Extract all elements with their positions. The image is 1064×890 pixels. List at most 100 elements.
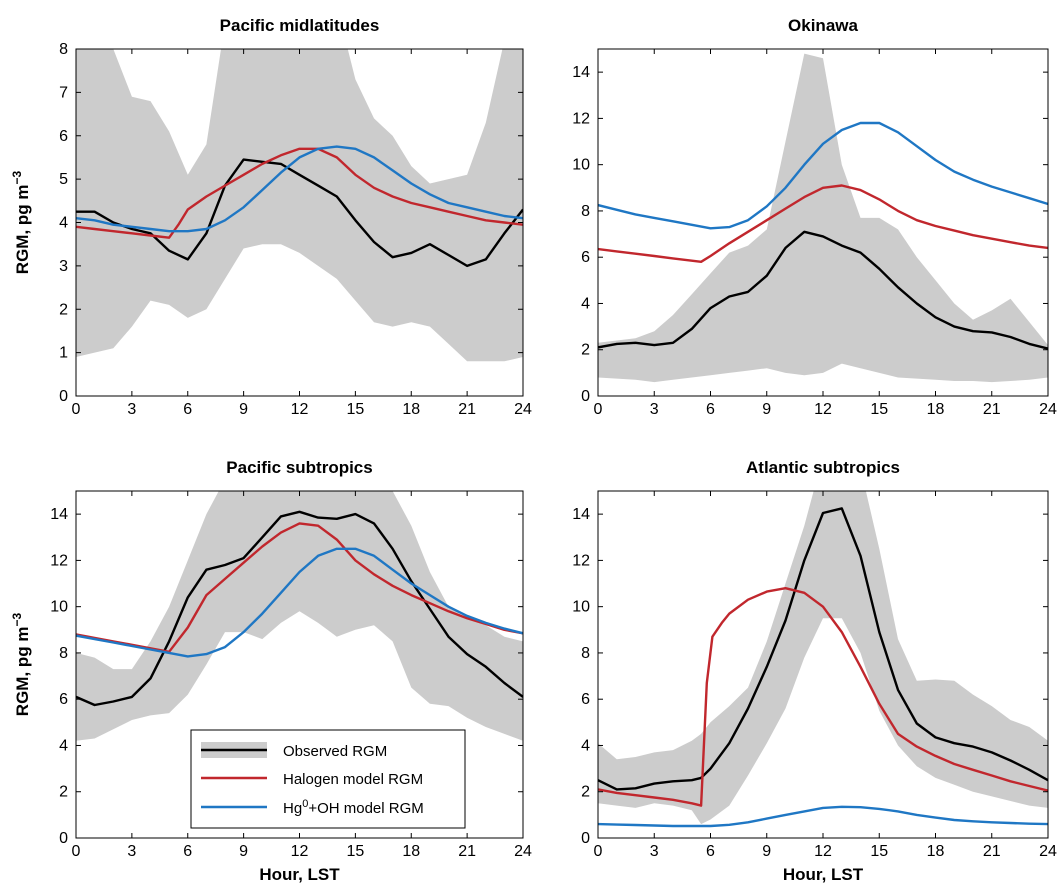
series-observed-line xyxy=(598,230,1048,350)
y-tick-label: 3 xyxy=(59,258,68,275)
y-tick-label: 0 xyxy=(59,388,68,405)
x-tick-label: 12 xyxy=(291,843,309,860)
y-tick-label: 4 xyxy=(59,737,68,754)
x-tick-label: 6 xyxy=(706,401,715,418)
x-tick-label: 24 xyxy=(514,843,532,860)
x-tick-label: 24 xyxy=(1039,843,1057,860)
x-tick-label: 18 xyxy=(402,401,420,418)
x-tick-label: 15 xyxy=(870,843,888,860)
x-tick-label: 0 xyxy=(594,843,603,860)
panel-title: Okinawa xyxy=(788,16,858,35)
y-tick-label: 0 xyxy=(59,830,68,847)
x-tick-label: 3 xyxy=(650,401,659,418)
y-tick-label: 6 xyxy=(581,249,590,266)
x-axis-label: Hour, LST xyxy=(259,865,340,884)
x-tick-label: 9 xyxy=(762,843,771,860)
series-oh-line xyxy=(76,145,523,233)
x-tick-label: 21 xyxy=(983,843,1001,860)
y-tick-label: 12 xyxy=(50,552,68,569)
variability-band xyxy=(598,53,1048,383)
x-tick-label: 15 xyxy=(346,843,364,860)
x-tick-label: 15 xyxy=(870,401,888,418)
y-axis-label: RGM, pg m−3 xyxy=(10,612,32,716)
x-tick-label: 6 xyxy=(706,843,715,860)
series-halogen-line xyxy=(76,147,523,239)
x-tick-label: 9 xyxy=(239,401,248,418)
variability-band xyxy=(76,491,523,741)
x-tick-label: 3 xyxy=(127,401,136,418)
y-tick-label: 1 xyxy=(59,345,68,362)
y-tick-label: 0 xyxy=(581,830,590,847)
y-tick-label: 6 xyxy=(581,691,590,708)
y-tick-label: 2 xyxy=(59,784,68,801)
x-tick-label: 18 xyxy=(402,843,420,860)
y-tick-label: 7 xyxy=(59,84,68,101)
y-tick-label: 8 xyxy=(581,645,590,662)
y-tick-label: 10 xyxy=(50,599,68,616)
y-tick-label: 12 xyxy=(572,552,590,569)
x-tick-label: 12 xyxy=(814,401,832,418)
x-tick-label: 0 xyxy=(594,401,603,418)
y-tick-label: 0 xyxy=(581,388,590,405)
y-tick-label: 2 xyxy=(581,342,590,359)
y-tick-label: 6 xyxy=(59,128,68,145)
x-tick-label: 12 xyxy=(814,843,832,860)
y-tick-label: 8 xyxy=(59,645,68,662)
x-tick-label: 15 xyxy=(346,401,364,418)
series-oh-line xyxy=(598,805,1048,828)
panel-title: Pacific subtropics xyxy=(226,458,372,477)
y-tick-label: 4 xyxy=(581,295,590,312)
y-tick-label: 5 xyxy=(59,171,68,188)
x-tick-label: 9 xyxy=(762,401,771,418)
x-tick-label: 3 xyxy=(127,843,136,860)
x-tick-label: 6 xyxy=(183,401,192,418)
y-tick-label: 14 xyxy=(572,64,590,81)
legend-observed-label: Observed RGM xyxy=(283,743,387,760)
legend: Observed RGM Halogen model RGM Hg0+OH mode… xyxy=(190,729,466,829)
x-tick-label: 24 xyxy=(514,401,532,418)
x-tick-label: 0 xyxy=(72,401,81,418)
series-halogen-line xyxy=(598,587,1048,807)
y-tick-label: 2 xyxy=(59,301,68,318)
y-tick-label: 10 xyxy=(572,599,590,616)
x-axis-label: Hour, LST xyxy=(783,865,864,884)
x-tick-label: 18 xyxy=(927,843,945,860)
series-oh-line xyxy=(598,121,1048,230)
x-tick-label: 21 xyxy=(458,401,476,418)
series-observed-line xyxy=(598,507,1048,791)
x-tick-label: 9 xyxy=(239,843,248,860)
y-tick-label: 4 xyxy=(581,737,590,754)
series-oh-line xyxy=(76,547,523,658)
x-tick-label: 3 xyxy=(650,843,659,860)
x-tick-label: 18 xyxy=(927,401,945,418)
y-tick-label: 4 xyxy=(59,215,68,232)
series-observed-line xyxy=(76,158,523,268)
y-tick-label: 8 xyxy=(581,203,590,220)
legend-halogen-label: Halogen model RGM xyxy=(283,771,423,788)
y-tick-label: 6 xyxy=(59,691,68,708)
y-tick-label: 8 xyxy=(59,41,68,58)
x-tick-label: 6 xyxy=(183,843,192,860)
panel-title: Pacific midlatitudes xyxy=(220,16,380,35)
y-tick-label: 10 xyxy=(572,157,590,174)
panel-title: Atlantic subtropics xyxy=(746,458,900,477)
x-tick-label: 12 xyxy=(291,401,309,418)
y-tick-label: 12 xyxy=(572,110,590,127)
y-tick-label: 14 xyxy=(572,506,590,523)
x-tick-label: 21 xyxy=(458,843,476,860)
variability-band xyxy=(598,491,1048,825)
y-tick-label: 2 xyxy=(581,784,590,801)
series-observed-line xyxy=(76,510,523,707)
y-tick-label: 14 xyxy=(50,506,68,523)
legend-oh-label: Hg0+OH model RGM xyxy=(283,798,424,817)
y-axis-label: RGM, pg m−3 xyxy=(10,170,32,274)
x-tick-label: 0 xyxy=(72,843,81,860)
variability-band xyxy=(76,49,523,362)
x-tick-label: 21 xyxy=(983,401,1001,418)
x-tick-label: 24 xyxy=(1039,401,1057,418)
